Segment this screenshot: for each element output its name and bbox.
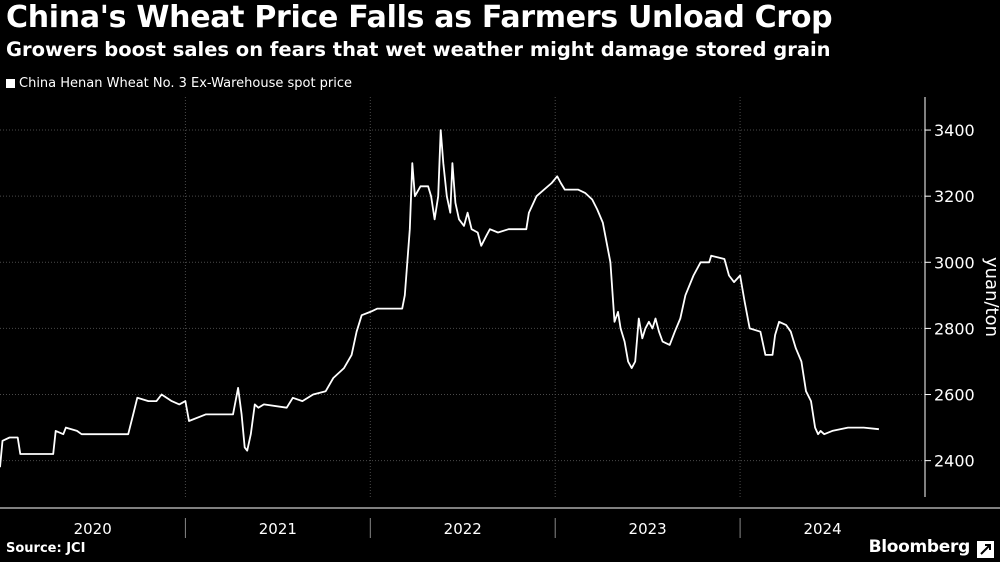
y-tick-label: 2600 <box>934 386 975 405</box>
y-tick-label: 3000 <box>934 253 975 272</box>
series-line-henan-wheat <box>0 129 879 468</box>
y-tick-label: 3200 <box>934 187 975 206</box>
y-tick-label: 2800 <box>934 319 975 338</box>
chart-subtitle: Growers boost sales on fears that wet we… <box>6 38 831 61</box>
bloomberg-badge-icon <box>977 541 994 558</box>
chart-title: China's Wheat Price Falls as Farmers Unl… <box>6 0 833 35</box>
y-tick-label: 2400 <box>934 452 975 471</box>
source-note: Source: JCI <box>6 541 86 556</box>
x-tick-label: 2024 <box>803 520 841 538</box>
legend-label: China Henan Wheat No. 3 Ex-Warehouse spo… <box>19 76 353 91</box>
brand-logo-text: Bloomberg <box>868 537 971 557</box>
y-tick-label: 3400 <box>934 121 975 140</box>
chart-legend: China Henan Wheat No. 3 Ex-Warehouse spo… <box>6 76 352 91</box>
x-tick-label: 2020 <box>74 520 112 538</box>
legend-swatch <box>6 79 15 88</box>
x-tick-label: 2022 <box>444 520 482 538</box>
y-axis-label: yuan/ton <box>981 257 1000 337</box>
x-tick-label: 2023 <box>629 520 667 538</box>
x-tick-label: 2021 <box>259 520 297 538</box>
